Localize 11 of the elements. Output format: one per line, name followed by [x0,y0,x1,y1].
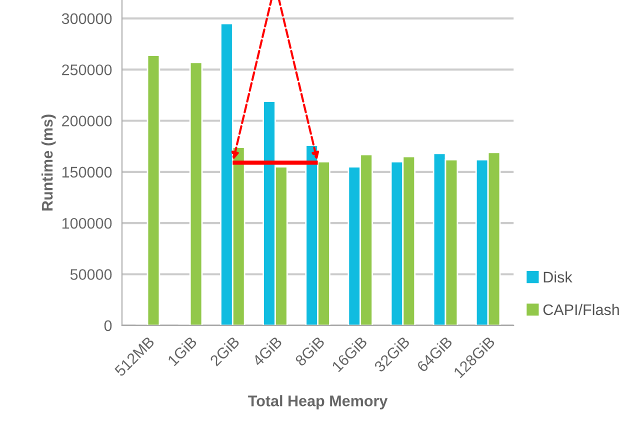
x-axis-title: Total Heap Memory [248,395,388,410]
y-tick-label: 150000 [62,166,112,178]
legend-label: Disk [544,271,572,283]
y-tick-label: 100000 [62,218,112,229]
y-tick-label: 200000 [62,116,112,126]
y-tick-label: 300000 [62,13,112,24]
legend-label: CAPI/Flash [543,304,619,316]
y-tick-label: 250000 [62,64,112,76]
y-tick-label: 0 [104,320,112,332]
y-tick-label: 50000 [70,269,112,280]
y-axis-title: Runtime (ms) [41,114,56,210]
